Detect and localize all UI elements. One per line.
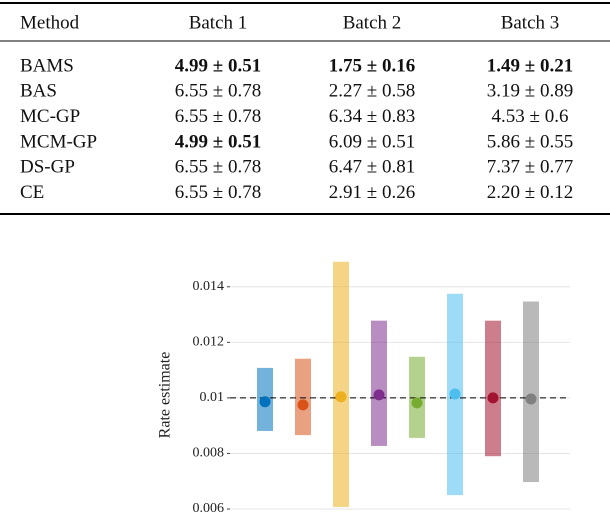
table-cell: 1.49 ± 0.21 [487, 55, 573, 76]
estimate-dot [411, 397, 423, 409]
y-tick-label: 0.01 [200, 390, 225, 405]
header-cell: Batch 2 [343, 12, 402, 33]
header-cell: Method [20, 12, 80, 33]
estimate-dot [373, 389, 385, 401]
interval-bar [523, 301, 539, 483]
table-cell: 7.37 ± 0.77 [487, 157, 573, 178]
table-cell: 4.99 ± 0.51 [175, 131, 261, 152]
interval-bar [295, 358, 311, 436]
table-cell: 6.55 ± 0.78 [175, 106, 261, 127]
table-cell: DS-GP [20, 157, 75, 178]
y-tick-label: 0.012 [193, 335, 225, 350]
y-tick-label: 0.006 [193, 501, 225, 512]
table-cell: 6.09 ± 0.51 [329, 131, 415, 152]
table-cell: 6.55 ± 0.78 [175, 157, 261, 178]
table-cell: 4.53 ± 0.6 [492, 106, 569, 127]
estimate-dot [525, 393, 537, 405]
table-cell: 3.19 ± 0.89 [487, 81, 573, 102]
table-cell: MCM-GP [20, 131, 97, 152]
interval-bar [371, 320, 387, 446]
interval-bar [333, 261, 349, 508]
table-cell: CE [20, 182, 44, 203]
estimate-dot [259, 396, 271, 408]
table-cell: 6.55 ± 0.78 [175, 81, 261, 102]
y-tick-label: 0.014 [193, 279, 225, 294]
table-cell: 6.34 ± 0.83 [329, 106, 415, 127]
header-cell: Batch 3 [501, 12, 560, 33]
y-axis-label: Rate estimate [157, 352, 174, 439]
table-cell: 2.91 ± 0.26 [329, 182, 415, 203]
table-cell: MC-GP [20, 106, 80, 127]
estimate-dot [335, 391, 347, 403]
estimate-dot [487, 392, 499, 404]
table-cell: 2.20 ± 0.12 [487, 182, 573, 203]
table-cell: 1.75 ± 0.16 [329, 55, 415, 76]
header-cell: Batch 1 [189, 12, 248, 33]
y-tick-label: 0.008 [193, 446, 225, 461]
table-cell: 5.86 ± 0.55 [487, 131, 573, 152]
table-cell: 4.99 ± 0.51 [175, 55, 261, 76]
table-cell: 2.27 ± 0.58 [329, 81, 415, 102]
estimate-dot [297, 399, 309, 411]
table-cell: 6.55 ± 0.78 [175, 182, 261, 203]
interval-bar [485, 320, 501, 457]
table-cell: 6.47 ± 0.81 [329, 157, 415, 178]
table-cell: BAMS [20, 55, 74, 76]
table-cell: BAS [20, 81, 57, 102]
estimate-dot [449, 388, 461, 400]
interval-bar [409, 356, 425, 438]
